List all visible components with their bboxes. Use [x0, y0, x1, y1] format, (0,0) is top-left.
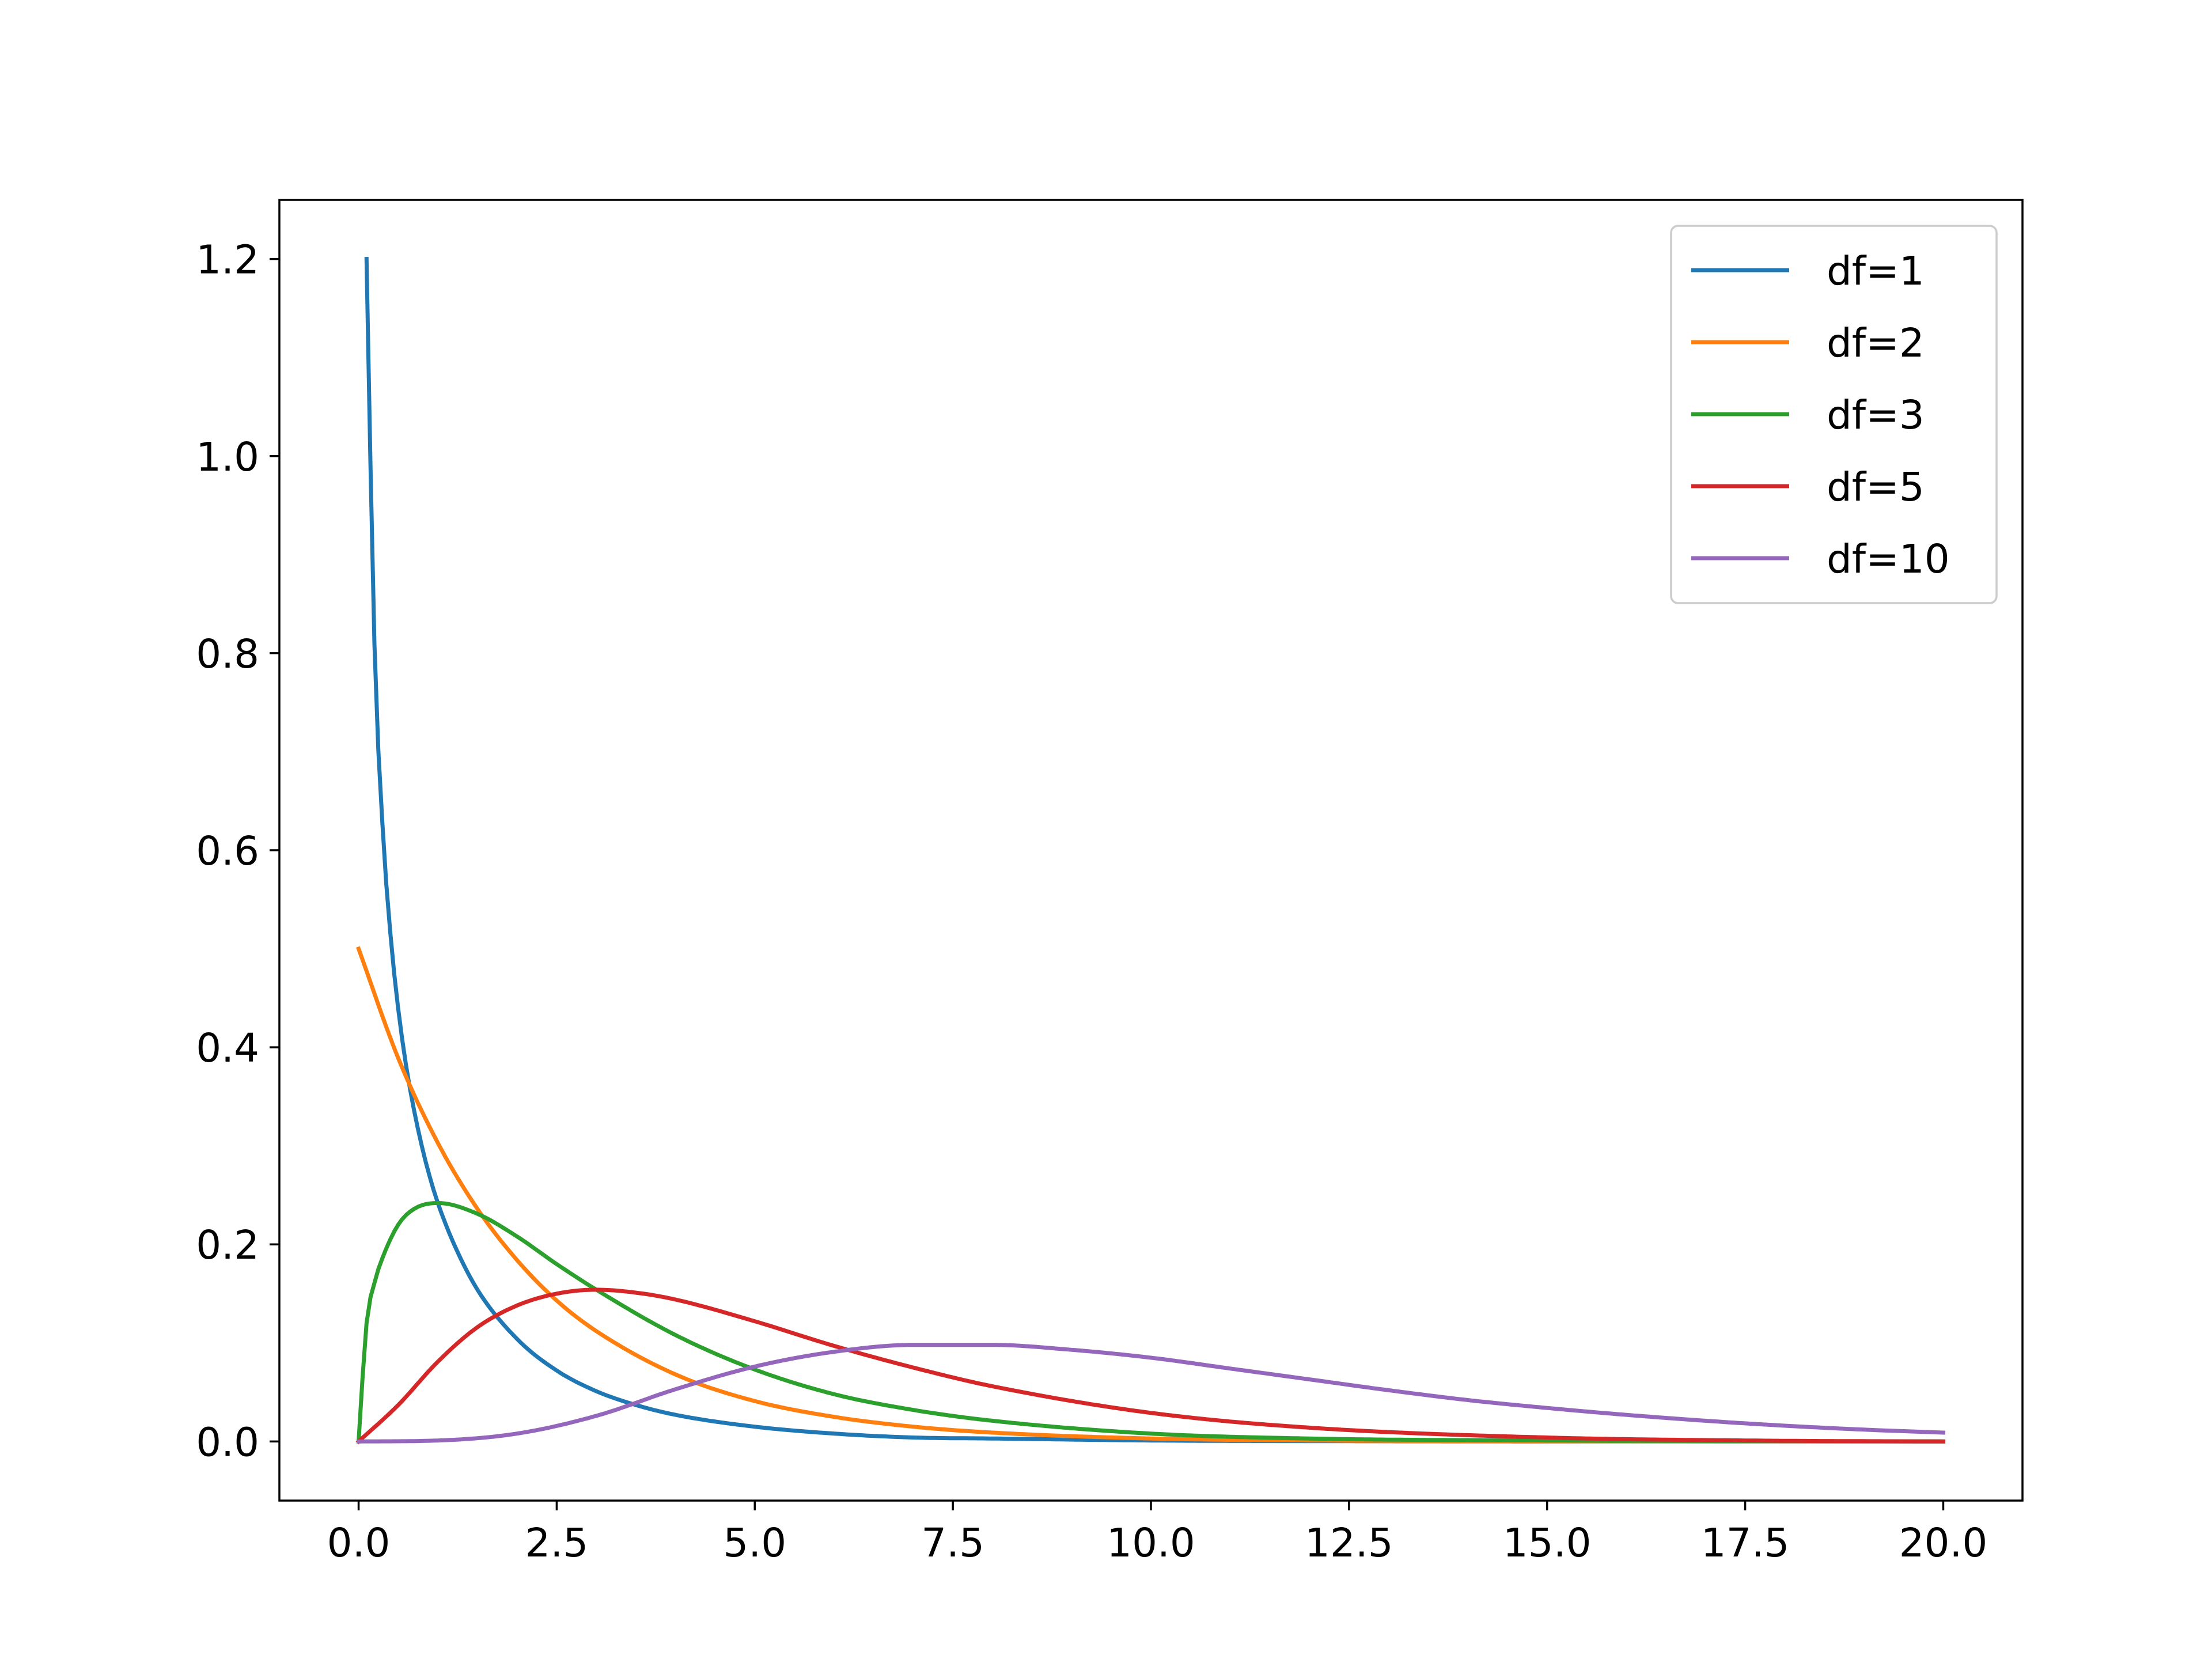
y-tick-label: 1.2 [196, 237, 259, 283]
y-tick-label: 0.4 [196, 1025, 259, 1071]
series-line-df-10 [356, 1343, 1946, 1444]
y-tick-label: 0.8 [196, 631, 259, 677]
x-tick-label: 17.5 [1701, 1520, 1790, 1566]
x-tick-label: 5.0 [723, 1520, 786, 1566]
legend: df=1 df=2 df=3 df=5 df=10 [1670, 225, 1998, 604]
series-layer [355, 257, 1946, 1445]
legend-label: df=1 [1827, 248, 1925, 294]
y-tick-label: 1.0 [196, 434, 259, 480]
legend-label: df=3 [1827, 392, 1925, 438]
legend-label: df=2 [1827, 320, 1925, 366]
x-tick-label: 2.5 [525, 1520, 589, 1566]
y-tick-label: 0.0 [196, 1419, 259, 1465]
x-tick-label: 20.0 [1899, 1520, 1988, 1566]
x-tick-label: 15.0 [1503, 1520, 1592, 1566]
legend-box [1670, 225, 1998, 604]
y-tick-label: 0.6 [196, 828, 259, 874]
series-line-df-2 [356, 946, 1945, 1444]
legend-label: df=10 [1827, 536, 1950, 582]
legend-label: df=5 [1827, 464, 1925, 510]
x-tick-label: 7.5 [921, 1520, 984, 1566]
y-axis-ticks: 0.0 0.2 0.4 0.6 0.8 1.0 1.2 [196, 237, 279, 1465]
series-line-df-3 [356, 1200, 1946, 1444]
y-tick-label: 0.2 [196, 1222, 259, 1268]
x-tick-label: 0.0 [327, 1520, 391, 1566]
series-line-df-5 [355, 1287, 1946, 1445]
x-tick-label: 12.5 [1305, 1520, 1393, 1566]
x-axis-ticks: 0.0 2.5 5.0 7.5 10.0 12.5 15.0 17.5 20.0 [327, 1501, 1988, 1566]
x-tick-label: 10.0 [1107, 1520, 1195, 1566]
